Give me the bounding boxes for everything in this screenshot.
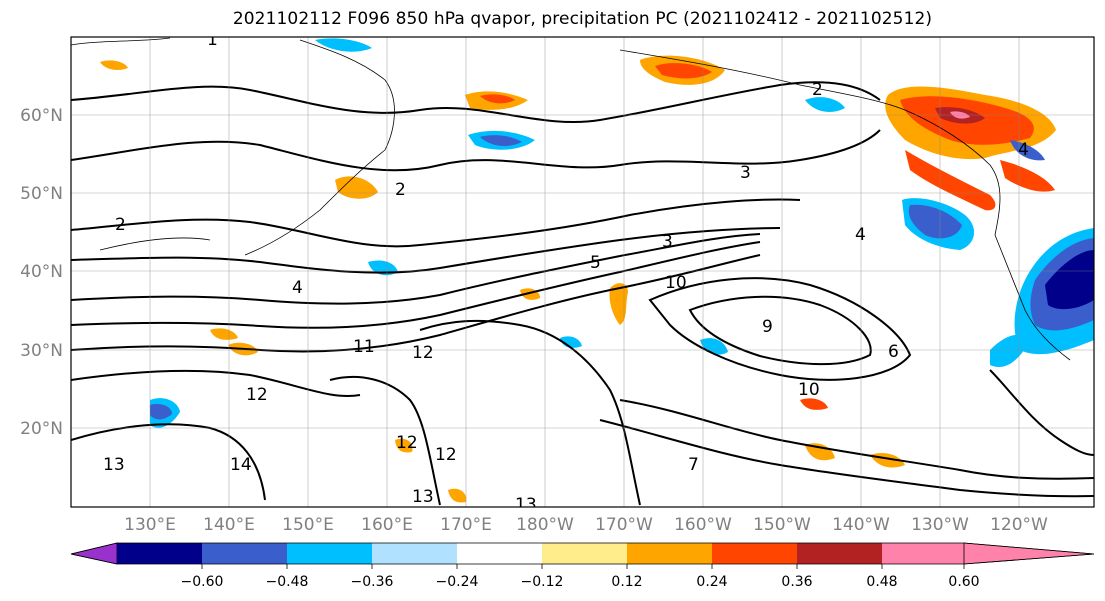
colorbar-tick-labels: −0.60 −0.48 −0.36 −0.24 −0.12 0.12 0.24 … xyxy=(181,574,980,590)
lon-label: 160°E xyxy=(361,515,413,535)
contour-label: 2 xyxy=(812,80,823,100)
colorbar: −0.60 −0.48 −0.36 −0.24 −0.12 0.12 0.24 … xyxy=(70,542,1095,590)
map-plot-area: 1 2 2 2 3 3 4 4 4 5 6 7 9 10 10 11 12 12… xyxy=(70,30,1095,515)
contour-label: 7 xyxy=(688,455,699,475)
contour-label: 13 xyxy=(412,487,434,507)
colorbar-segment xyxy=(797,543,882,564)
lon-label: 140°W xyxy=(832,515,890,535)
lon-label: 130°E xyxy=(124,515,176,535)
colorbar-tick-label: −0.60 xyxy=(181,574,224,590)
colorbar-segment xyxy=(202,543,287,564)
lon-label: 150°E xyxy=(282,515,334,535)
lat-label-20n: 20°N xyxy=(20,419,63,439)
colorbar-tick-label: 0.24 xyxy=(696,574,727,590)
contour-label: 5 xyxy=(590,253,601,273)
graticule xyxy=(71,37,1094,507)
precipitation-shading xyxy=(100,38,1094,503)
colorbar-segment xyxy=(542,543,627,564)
colorbar-segment xyxy=(287,543,372,564)
lon-label: 160°W xyxy=(674,515,732,535)
longitude-labels: 130°E 140°E 150°E 160°E 170°E 180°W 170°… xyxy=(124,515,1048,535)
contour-label: 4 xyxy=(292,278,303,298)
contour-label: 4 xyxy=(1018,140,1029,160)
lon-label: 120°W xyxy=(990,515,1048,535)
contour-label: 1 xyxy=(207,30,218,50)
contour-label: 3 xyxy=(662,232,673,252)
contour-label: 12 xyxy=(435,445,457,465)
colorbar-segment xyxy=(117,543,202,564)
contour-label: 12 xyxy=(412,343,434,363)
colorbar-left-extension xyxy=(70,542,118,565)
colorbar-ticks xyxy=(201,564,965,569)
lat-label-30n: 30°N xyxy=(20,341,63,361)
lon-label: 170°W xyxy=(595,515,653,535)
contour-label: 12 xyxy=(396,433,418,453)
map-title: 2021102112 F096 850 hPa qvapor, precipit… xyxy=(232,9,933,29)
colorbar-tick-label: −0.48 xyxy=(266,574,309,590)
lon-label: 180°W xyxy=(516,515,574,535)
contour-label: 6 xyxy=(888,342,899,362)
contour-label: 2 xyxy=(395,180,406,200)
contour-label: 10 xyxy=(798,380,820,400)
lat-label-50n: 50°N xyxy=(20,184,63,204)
lat-label-60n: 60°N xyxy=(20,106,63,126)
contour-label: 13 xyxy=(515,495,537,515)
lon-label: 150°W xyxy=(753,515,811,535)
colorbar-segment xyxy=(882,543,964,564)
colorbar-segment xyxy=(457,543,542,564)
contour-labels: 1 2 2 2 3 3 4 4 4 5 6 7 9 10 10 11 12 12… xyxy=(103,30,1029,515)
contour-label: 14 xyxy=(230,455,252,475)
colorbar-segment xyxy=(712,543,797,564)
lon-label: 170°E xyxy=(440,515,492,535)
qvapor-contours xyxy=(71,81,1094,506)
contour-label: 2 xyxy=(115,215,126,235)
lon-label: 130°W xyxy=(911,515,969,535)
lon-label: 140°E xyxy=(203,515,255,535)
colorbar-segment xyxy=(372,543,457,564)
contour-label: 4 xyxy=(855,225,866,245)
colorbar-tick-label: −0.36 xyxy=(351,574,394,590)
contour-label: 12 xyxy=(246,385,268,405)
lat-label-40n: 40°N xyxy=(20,262,63,282)
coastlines xyxy=(71,37,1071,361)
contour-label: 13 xyxy=(103,455,125,475)
colorbar-segment xyxy=(627,543,712,564)
colorbar-tick-label: −0.12 xyxy=(521,574,564,590)
colorbar-tick-label: 0.60 xyxy=(948,574,979,590)
colorbar-tick-label: 0.48 xyxy=(866,574,897,590)
colorbar-tick-label: 0.12 xyxy=(611,574,642,590)
colorbar-right-extension xyxy=(963,542,1095,565)
colorbar-tick-label: −0.24 xyxy=(436,574,479,590)
contour-label: 9 xyxy=(762,317,773,337)
contour-label: 3 xyxy=(740,163,751,183)
colorbar-tick-label: 0.36 xyxy=(781,574,812,590)
contour-label: 10 xyxy=(665,273,687,293)
contour-label: 11 xyxy=(353,337,375,357)
latitude-labels: 20°N 30°N 40°N 50°N 60°N xyxy=(20,106,63,439)
